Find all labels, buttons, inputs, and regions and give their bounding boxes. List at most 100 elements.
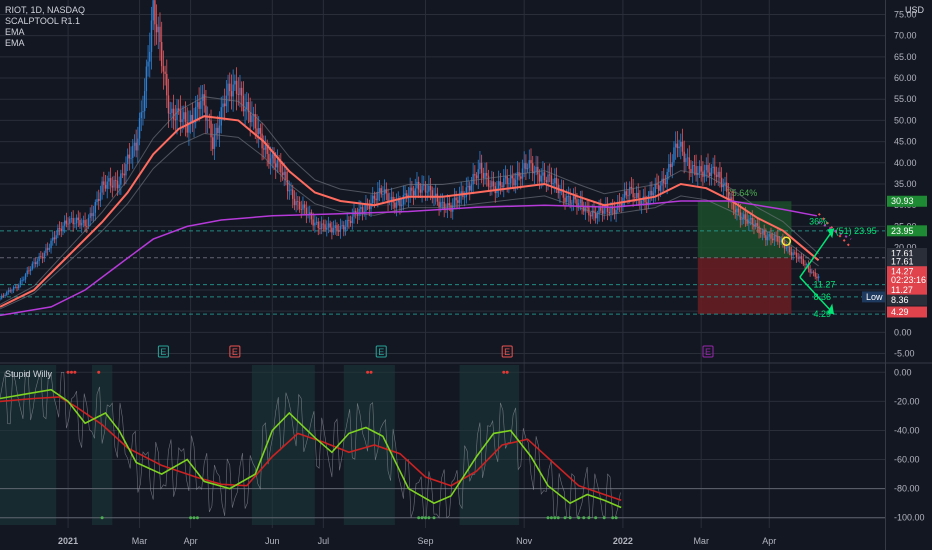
candle-body-341 (579, 199, 582, 203)
candle-body-213 (361, 207, 364, 213)
candle-body-304 (516, 172, 519, 180)
candle-body-449 (763, 230, 765, 236)
candle-body-377 (640, 200, 643, 205)
price-badge-3: 17.61 (891, 257, 914, 267)
candle-body-295 (501, 185, 503, 188)
candle-body-157 (266, 145, 268, 154)
candle-body-53 (89, 213, 91, 218)
candle-body-340 (577, 202, 580, 206)
candle-body-94 (159, 26, 161, 42)
osc-shaded-span-1 (91, 365, 113, 525)
candle-body-100 (169, 112, 171, 114)
candle-body-144 (244, 109, 246, 112)
candle-body-11 (18, 284, 20, 289)
candle-body-438 (744, 214, 747, 220)
candle-body-186 (315, 221, 318, 223)
candle-body-122 (206, 119, 209, 121)
candle-body-112 (189, 114, 192, 123)
candle-body-146 (247, 101, 250, 113)
candle-body-36 (60, 228, 62, 232)
price-tick-15: 0.00 (894, 327, 912, 337)
candle-body-249 (423, 184, 425, 186)
price-badge-bg-1 (887, 225, 927, 237)
candle-body-439 (746, 219, 748, 224)
candle-body-55 (92, 212, 95, 217)
candle-body-50 (84, 220, 86, 227)
indicator-scalptool[interactable]: SCALPTOOL R1.1 (5, 16, 81, 26)
osc-top-dot-7 (505, 370, 509, 374)
candle-body-168 (285, 171, 287, 180)
candle-body-78 (132, 145, 134, 158)
x-tick-6: Nov (516, 536, 533, 546)
candle-body-166 (281, 172, 284, 176)
osc-tick-4: -80.00 (894, 484, 920, 494)
candle-body-471 (800, 256, 803, 260)
candle-body-242 (411, 187, 413, 191)
candle-body-481 (817, 276, 820, 279)
price-tick-4: 55.00 (894, 94, 917, 104)
candle-body-8 (12, 287, 15, 291)
price-tick-8: 35.00 (894, 179, 917, 189)
symbol-label[interactable]: RIOT, 1D, NASDAQ (5, 5, 86, 15)
candle-body-39 (65, 220, 68, 224)
osc-top-dot-5 (369, 370, 373, 374)
candle-body-402 (683, 151, 685, 162)
candle-body-422 (717, 171, 719, 177)
candle-body-336 (571, 202, 573, 204)
candle-body-470 (799, 256, 801, 259)
candle-body-235 (399, 199, 401, 207)
candle-body-49 (82, 220, 85, 223)
candle-body-445 (756, 223, 759, 226)
candle-body-23 (38, 256, 40, 262)
candle-body-385 (654, 183, 656, 193)
candle-body-303 (514, 179, 517, 186)
candle-body-238 (404, 193, 406, 196)
candle-body-268 (455, 197, 457, 201)
candle-body-108 (183, 112, 185, 120)
candle-body-338 (574, 196, 576, 200)
candle-body-52 (87, 217, 90, 227)
candle-body-321 (545, 180, 548, 183)
candle-body-393 (668, 164, 670, 173)
candle-body-324 (550, 175, 553, 185)
candle-body-362 (615, 210, 617, 214)
indicator-ema-1[interactable]: EMA (5, 27, 25, 37)
candle-body-365 (620, 203, 622, 206)
osc-tick-1: -20.00 (894, 396, 920, 406)
candle-body-371 (630, 186, 633, 189)
price-tick-3: 60.00 (894, 73, 917, 83)
candle-body-123 (208, 119, 211, 121)
candle-body-185 (314, 222, 316, 226)
candle-body-183 (310, 212, 313, 220)
oscillator-legend[interactable]: Stupid Willy (5, 369, 53, 379)
candle-body-192 (326, 227, 328, 230)
candle-body-113 (191, 114, 194, 123)
candle-body-409 (695, 166, 697, 176)
candle-body-454 (771, 238, 774, 241)
candle-body-98 (166, 73, 168, 96)
indicator-ema-2[interactable]: EMA (5, 38, 25, 48)
candle-body-26 (43, 252, 45, 259)
candle-body-79 (133, 142, 136, 146)
price-badge-2: 17.61 (891, 249, 914, 259)
candle-body-446 (758, 225, 760, 234)
candle-body-218 (370, 203, 372, 210)
candle-body-333 (566, 196, 568, 202)
candle-body-223 (378, 188, 381, 192)
candle-body-38 (63, 220, 66, 226)
candle-body-187 (317, 221, 319, 229)
candle-body-105 (178, 108, 180, 111)
candle-body-480 (816, 276, 818, 279)
candle-body-353 (600, 207, 602, 211)
arrow-down-head (827, 303, 834, 315)
candle-body-41 (69, 218, 71, 224)
candle-body-431 (732, 200, 735, 210)
candle-body-426 (724, 182, 726, 185)
candle-body-226 (383, 189, 386, 195)
wr-signal-line (0, 396, 622, 502)
x-tick-3: Jun (265, 536, 280, 546)
x-tick-9: Apr (762, 536, 776, 546)
candle-body-170 (288, 190, 291, 192)
candle-body-434 (737, 208, 740, 213)
